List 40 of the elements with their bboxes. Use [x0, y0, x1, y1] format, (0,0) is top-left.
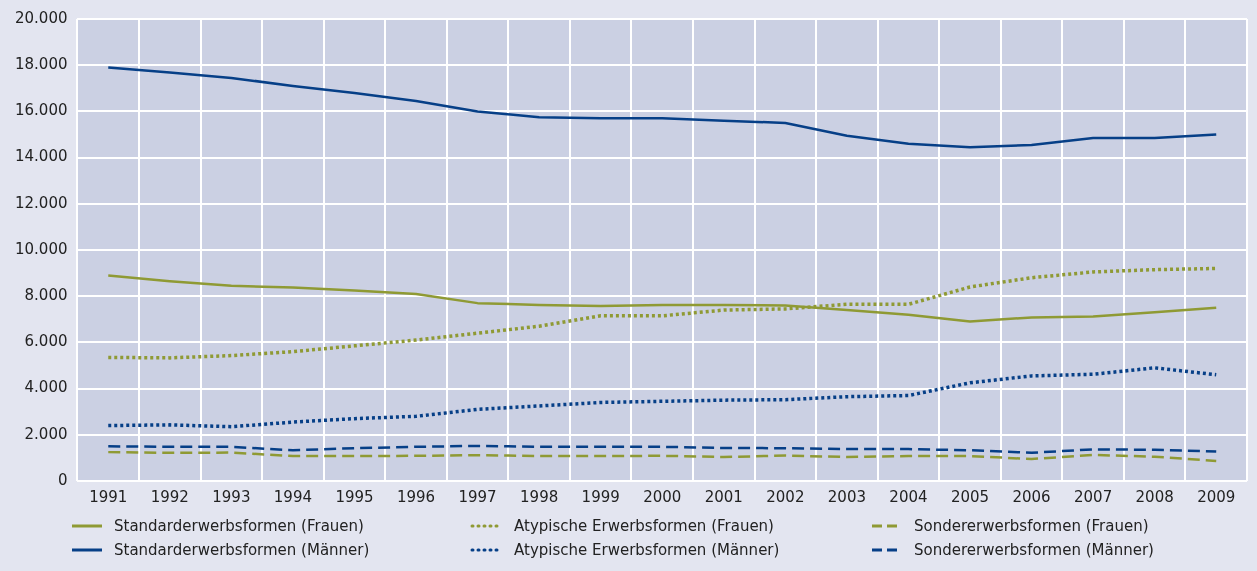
y-tick-label: 12.000 — [14, 193, 68, 212]
legend-label: Sondererwerbsformen (Männer) — [914, 541, 1154, 559]
y-tick-label: 2.000 — [24, 424, 68, 443]
x-tick-label: 2002 — [766, 487, 805, 506]
x-tick-label: 2004 — [889, 487, 928, 506]
legend-label: Standarderwerbsformen (Männer) — [114, 541, 370, 559]
line-series — [106, 266, 1218, 360]
x-tick-label: 1991 — [89, 487, 128, 506]
y-tick-label: 8.000 — [24, 286, 68, 305]
x-tick-label: 2007 — [1074, 487, 1113, 506]
y-tick-label: 18.000 — [14, 55, 68, 74]
x-tick-label: 2005 — [950, 487, 990, 506]
x-tick-label: 2009 — [1197, 487, 1236, 506]
x-tick-label: 2000 — [643, 487, 682, 506]
x-tick-label: 1999 — [581, 487, 620, 506]
y-tick-label: 16.000 — [14, 101, 68, 120]
line-series — [107, 450, 1218, 463]
x-tick-label: 1997 — [458, 487, 497, 506]
x-tick-label: 1994 — [273, 487, 313, 506]
x-tick-label: 1996 — [396, 487, 436, 506]
y-tick-label: 6.000 — [24, 332, 68, 351]
x-tick-label: 2001 — [704, 487, 743, 506]
y-tick-label: 4.000 — [24, 378, 68, 397]
x-tick-label: 1993 — [212, 487, 251, 506]
x-tick-label: 2006 — [1012, 487, 1051, 506]
y-tick-label: 14.000 — [14, 147, 68, 166]
line-series — [107, 444, 1218, 455]
x-tick-label: 2008 — [1135, 487, 1174, 506]
y-tick-label: 0 — [57, 470, 68, 489]
x-tick-label: 1998 — [520, 487, 559, 506]
x-tick-label: 1992 — [150, 487, 189, 506]
legend-label: Standarderwerbsformen (Frauen) — [114, 517, 364, 535]
legend-label: Sondererwerbsformen (Frauen) — [914, 517, 1149, 535]
x-tick-label: 1995 — [335, 487, 374, 506]
y-tick-label: 10.000 — [14, 239, 68, 258]
legend-label: Atypische Erwerbsformen (Männer) — [514, 541, 780, 559]
y-tick-label: 20.000 — [14, 8, 68, 27]
line-series — [106, 366, 1218, 429]
x-tick-label: 2003 — [827, 487, 866, 506]
legend-label: Atypische Erwerbsformen (Frauen) — [514, 517, 774, 535]
